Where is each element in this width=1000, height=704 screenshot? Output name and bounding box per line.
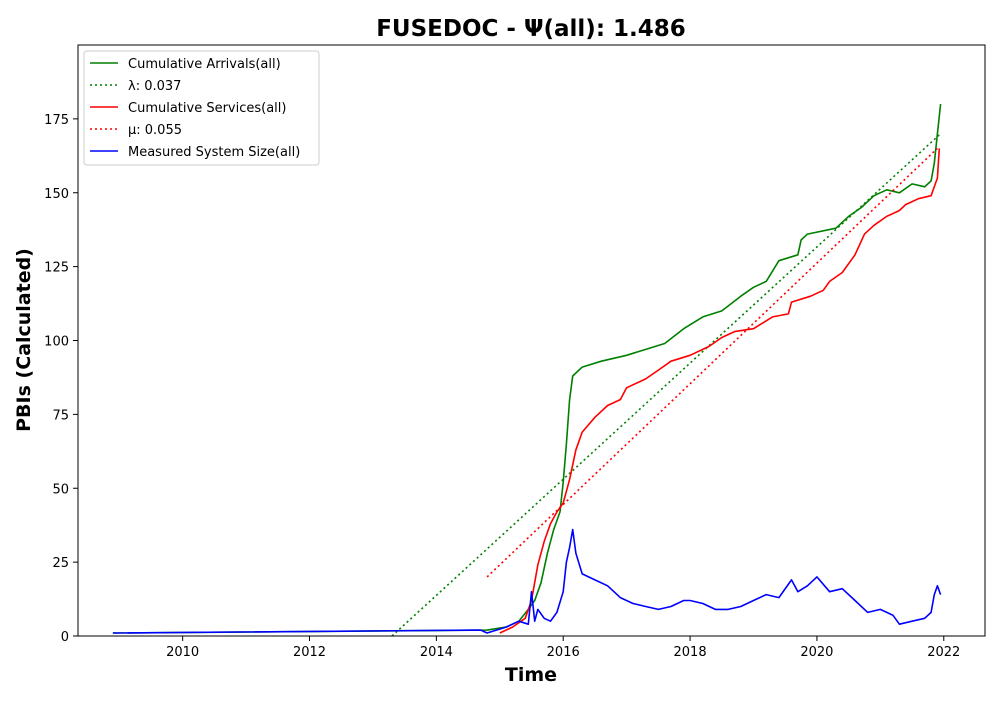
y-tick-label: 100 [44, 335, 69, 350]
series-line-0-037 [391, 133, 942, 636]
legend: Cumulative Arrivals(all) λ: 0.037 Cumulati… [83, 50, 320, 166]
legend-label-0-037: λ: 0.037 [128, 79, 181, 94]
x-tick-label: 2014 [420, 645, 453, 660]
y-axis-title: PBIs (Calculated) [13, 248, 35, 432]
series-line-cumulative-services-all [499, 148, 941, 634]
legend-label-measured-system-size-all: Measured System Size(all) [128, 145, 300, 160]
legend-label-cumulative-arrivals-all: Cumulative Arrivals(all) [128, 57, 281, 72]
chart-title: FUSEDOC - Ψ(all): 1.486 [376, 16, 686, 42]
y-tick-label: 150 [44, 187, 69, 202]
x-tick-label: 2010 [166, 645, 199, 660]
y-tick-label: 175 [44, 113, 69, 128]
y-tick-label: 25 [52, 556, 69, 571]
legend-label-0-055: μ: 0.055 [128, 123, 182, 138]
legend-box [83, 50, 320, 166]
x-tick-label: 2012 [293, 645, 326, 660]
y-tick-label: 125 [44, 261, 69, 276]
y-axis: 0 25 50 75 100 125 150 175 [44, 113, 78, 645]
y-tick-label: 0 [61, 630, 69, 645]
y-tick-label: 50 [52, 482, 69, 497]
x-axis: 2010 2012 2014 2016 2018 2020 2022 [166, 636, 960, 660]
legend-label-cumulative-services-all: Cumulative Services(all) [128, 101, 286, 116]
series-line-cumulative-arrivals-all [112, 104, 942, 634]
series-layer [112, 104, 942, 636]
x-tick-label: 2018 [674, 645, 707, 660]
y-tick-label: 75 [52, 408, 69, 423]
x-axis-title: Time [505, 664, 557, 686]
series-line-0-055 [486, 147, 938, 578]
x-tick-label: 2020 [800, 645, 833, 660]
x-tick-label: 2022 [927, 645, 960, 660]
series-line-measured-system-size-all [112, 528, 942, 634]
x-tick-label: 2016 [547, 645, 580, 660]
